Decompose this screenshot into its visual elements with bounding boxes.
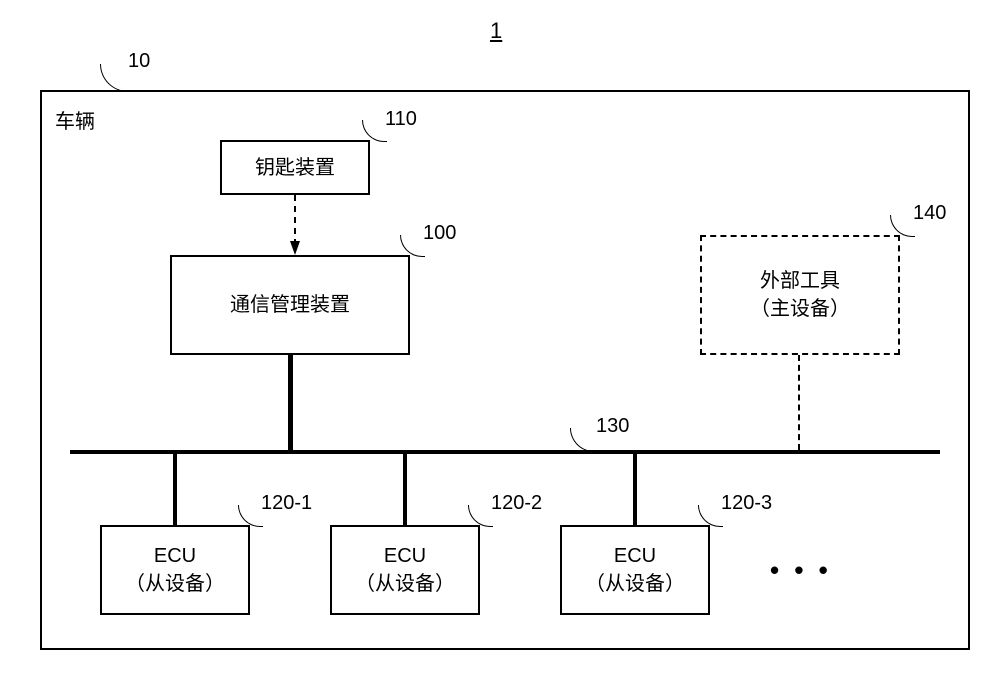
stub-ext-to-bus <box>798 355 800 450</box>
ecu1-label2: （从设备） <box>125 570 225 598</box>
ref-120-3: 120-3 <box>721 492 772 515</box>
key-device-label: 钥匙装置 <box>255 154 335 182</box>
stub-ecu1 <box>173 452 177 525</box>
ecu3-label2: （从设备） <box>585 570 685 598</box>
arrow-key-to-comm <box>290 195 300 255</box>
ecu2-label1: ECU <box>384 542 426 570</box>
node-ecu1: ECU （从设备） <box>100 525 250 615</box>
node-comm-mgr: 通信管理装置 <box>170 255 410 355</box>
ref-110: 110 <box>385 108 417 131</box>
ref-100: 100 <box>423 222 456 245</box>
diagram-canvas: 1 10 车辆 钥匙装置 110 通信管理装置 100 外部工具 （主设备） 1… <box>0 0 1000 689</box>
ref-10: 10 <box>128 50 150 73</box>
node-key-device: 钥匙装置 <box>220 140 370 195</box>
ecu3-label1: ECU <box>614 542 656 570</box>
ref-120-2: 120-2 <box>491 492 542 515</box>
stub-ecu2 <box>403 452 407 525</box>
node-ext-tool: 外部工具 （主设备） <box>700 235 900 355</box>
ellipsis-dots: • • • <box>770 555 832 586</box>
vehicle-label: 车辆 <box>55 105 95 134</box>
leader-curve-10 <box>100 64 130 92</box>
ecu2-label2: （从设备） <box>355 570 455 598</box>
ext-tool-label2: （主设备） <box>750 295 850 323</box>
bus-line <box>70 450 940 454</box>
stub-comm-to-bus <box>288 355 293 452</box>
ref-120-1: 120-1 <box>261 492 312 515</box>
stub-ecu3 <box>633 452 637 525</box>
comm-mgr-label: 通信管理装置 <box>230 291 350 319</box>
ref-140: 140 <box>913 202 946 225</box>
ecu1-label1: ECU <box>154 542 196 570</box>
node-ecu2: ECU （从设备） <box>330 525 480 615</box>
node-ecu3: ECU （从设备） <box>560 525 710 615</box>
ref-130: 130 <box>596 415 629 438</box>
ext-tool-label1: 外部工具 <box>760 267 840 295</box>
figure-number: 1 <box>490 18 502 44</box>
